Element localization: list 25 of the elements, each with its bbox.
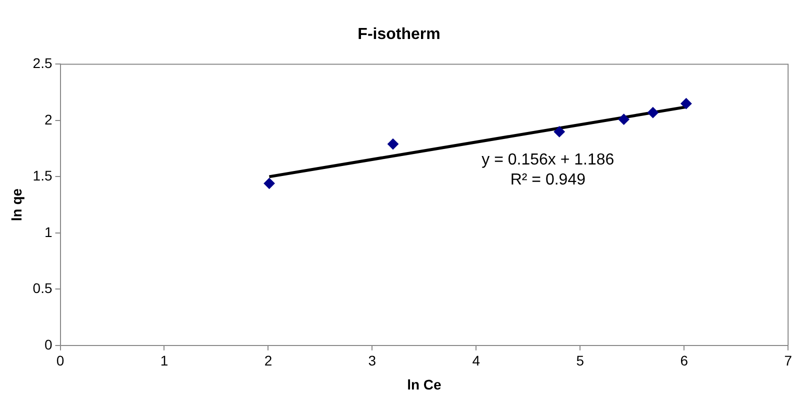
y-tick-label: 2.5 <box>32 55 52 72</box>
x-tick-label: 7 <box>784 352 792 369</box>
x-tick-label: 6 <box>680 352 688 369</box>
x-axis-title: ln Ce <box>407 376 442 392</box>
annotation: y = 0.156x + 1.186 <box>482 152 614 169</box>
point <box>554 126 565 138</box>
chart-title: F-isotherm <box>358 26 440 44</box>
y-tick-label: 1.5 <box>32 168 52 184</box>
annotation: R² = 0.949 <box>510 172 586 189</box>
x-tick-label: 0 <box>56 352 64 369</box>
x-tick-label: 1 <box>160 352 168 369</box>
point <box>647 107 658 118</box>
x-tick-label: 3 <box>368 352 376 369</box>
x-tick-label: 2 <box>264 352 272 369</box>
y-tick-label: 0.5 <box>32 280 52 296</box>
y-tick-label: 1 <box>44 224 52 240</box>
point <box>618 114 630 125</box>
x-tick-label: 4 <box>472 352 480 369</box>
y-tick-label: 2 <box>44 111 52 128</box>
point <box>387 138 398 150</box>
y-tick-label: 0 <box>44 336 52 352</box>
y-axis-title: ln qe <box>8 188 24 222</box>
point <box>680 98 692 110</box>
point <box>264 178 275 189</box>
x-tick-label: 5 <box>576 352 584 369</box>
